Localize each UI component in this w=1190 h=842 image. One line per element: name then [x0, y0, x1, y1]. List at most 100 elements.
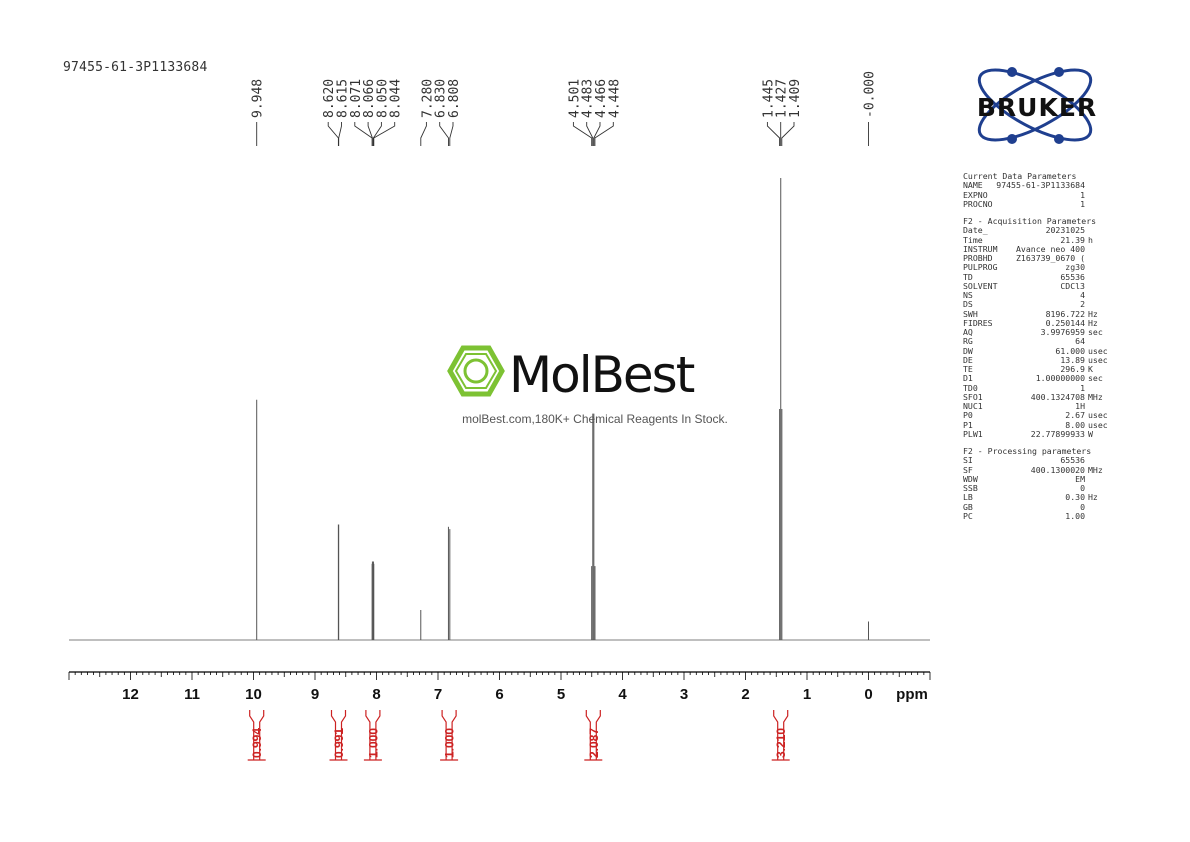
- peak-label: 8.620: [322, 79, 337, 118]
- param-value: 1.00000000: [1035, 373, 1085, 384]
- param-row: DW 61.000 usec: [963, 345, 1113, 356]
- param-key: DE: [963, 354, 973, 365]
- peak-label-connector: [572, 122, 593, 146]
- param-key: NS: [963, 290, 973, 300]
- param-key: NAME: [963, 180, 983, 191]
- x-tick-label: 5: [557, 686, 565, 703]
- peak-label: 9.948: [251, 79, 266, 118]
- param-value: 97455-61-3P1133684: [996, 180, 1085, 191]
- molbest-logo-icon: MolBest: [447, 345, 697, 404]
- x-tick-label: 2: [741, 686, 749, 703]
- acquisition-params-title: F2 - Acquisition Parameters: [963, 216, 1097, 226]
- param-key: DW: [963, 345, 973, 356]
- x-tick-label: 11: [184, 686, 200, 703]
- param-value: Avance neo 400: [1015, 243, 1085, 254]
- param-row: TE 296.9 K: [963, 364, 1113, 374]
- sample-id: 97455-61-3P1133684: [63, 60, 208, 75]
- param-row: SWH 8196.722 Hz: [963, 308, 1113, 319]
- param-key: WDW: [963, 473, 978, 484]
- processing-params-list: SI 65536 SF 400.1300020 MHz WDW EM SSB 0 LB 0.30 Hz…: [963, 455, 1113, 521]
- param-unit: usec: [1088, 410, 1108, 421]
- param-key: PC: [963, 510, 973, 521]
- x-tick-label: 6: [495, 686, 503, 703]
- param-key: GB: [963, 501, 973, 512]
- param-key: DS: [963, 299, 973, 310]
- peak-label-connector: [420, 122, 427, 146]
- parameter-panel: Current Data Parameters NAME 97455-61-3P1…: [963, 171, 1113, 521]
- peak-label: 1.427: [775, 79, 790, 118]
- peak-label: 4.448: [607, 79, 622, 118]
- param-value: 2.67: [1065, 410, 1085, 421]
- molbest-logo-text: MolBest: [509, 346, 695, 404]
- param-value: Z163739_0670 (: [1015, 253, 1085, 263]
- param-row: NUC1 1H: [963, 401, 1113, 411]
- x-tick-label: 12: [122, 686, 139, 703]
- param-value: 1: [1080, 189, 1085, 200]
- acquisition-params-list: Date_ 20231025 Time 21.39 h INSTRUM Avance neo…: [963, 225, 1113, 439]
- param-value: 0.250144: [1045, 317, 1085, 328]
- param-row: GB 0: [963, 501, 1113, 512]
- param-key: SF: [963, 464, 973, 475]
- peak-label: 8.066: [362, 79, 377, 118]
- param-unit: usec: [1088, 345, 1108, 356]
- x-tick-label: 0: [864, 686, 872, 703]
- peak-label: 7.280: [420, 79, 435, 118]
- param-row: FIDRES 0.250144 Hz: [963, 317, 1113, 328]
- param-key: PLW1: [963, 428, 983, 439]
- param-value: 65536: [1060, 271, 1085, 282]
- integral-bracket: 1.000: [440, 710, 459, 761]
- integral-value: 0.991: [332, 728, 346, 758]
- peak-label: 8.044: [389, 79, 404, 118]
- integral-mark: [247, 710, 266, 761]
- peak-label: 6.808: [447, 79, 462, 118]
- param-row: SF 400.1300020 MHz: [963, 464, 1113, 475]
- param-row: DE 13.89 usec: [963, 354, 1113, 365]
- param-value: CDCl3: [1060, 280, 1085, 291]
- param-unit: Hz: [1088, 492, 1098, 503]
- param-value: 1.00: [1065, 510, 1085, 521]
- param-value: 13.89: [1060, 354, 1085, 365]
- param-unit: MHz: [1088, 391, 1103, 402]
- bruker-atom-icon: BRUKER: [977, 67, 1097, 144]
- param-value: 21.39: [1060, 234, 1085, 245]
- param-unit: Hz: [1088, 308, 1098, 319]
- param-row: SFO1 400.1324708 MHz: [963, 391, 1113, 402]
- param-key: TE: [963, 364, 973, 374]
- peak-label: 8.071: [349, 79, 364, 118]
- peak-label-connector: [781, 122, 795, 146]
- integral-bracket: 2.087: [584, 710, 603, 761]
- bruker-logo-text: BRUKER: [977, 93, 1097, 122]
- processing-params-title: F2 - Processing parameters: [963, 446, 1092, 456]
- param-key: EXPNO: [963, 189, 988, 200]
- param-row: SSB 0: [963, 483, 1113, 493]
- param-value: 61.000: [1055, 345, 1085, 356]
- param-value: 3.9976959: [1040, 327, 1085, 337]
- param-value: 65536: [1060, 455, 1085, 466]
- param-key: SWH: [963, 308, 978, 319]
- param-unit: sec: [1088, 373, 1103, 384]
- param-key: SI: [963, 455, 973, 466]
- integral-mark: [584, 710, 603, 761]
- param-key: Date_: [963, 225, 988, 236]
- param-row: Date_ 20231025: [963, 225, 1113, 236]
- param-row: TD 65536: [963, 271, 1113, 282]
- param-value: 20231025: [1045, 225, 1085, 236]
- param-unit: K: [1088, 364, 1093, 374]
- integral-bracket: 0.991: [329, 710, 348, 761]
- param-key: PULPROG: [963, 262, 998, 273]
- peak-label: 4.466: [594, 79, 609, 118]
- param-row: NAME 97455-61-3P1133684: [963, 180, 1113, 191]
- peak-label-connector: [439, 122, 449, 146]
- param-unit: MHz: [1088, 464, 1103, 475]
- peak-label: 4.501: [567, 79, 582, 118]
- param-row: RG 64: [963, 336, 1113, 347]
- param-row: WDW EM: [963, 473, 1113, 484]
- param-key: RG: [963, 336, 973, 347]
- param-value: EM: [1075, 473, 1085, 484]
- bruker-logo: BRUKER: [955, 60, 1120, 160]
- param-row: P0 2.67 usec: [963, 410, 1113, 421]
- param-row: D1 1.00000000 sec: [963, 373, 1113, 384]
- peak-label-connector: [594, 122, 614, 146]
- peak-label-connector: [354, 122, 373, 146]
